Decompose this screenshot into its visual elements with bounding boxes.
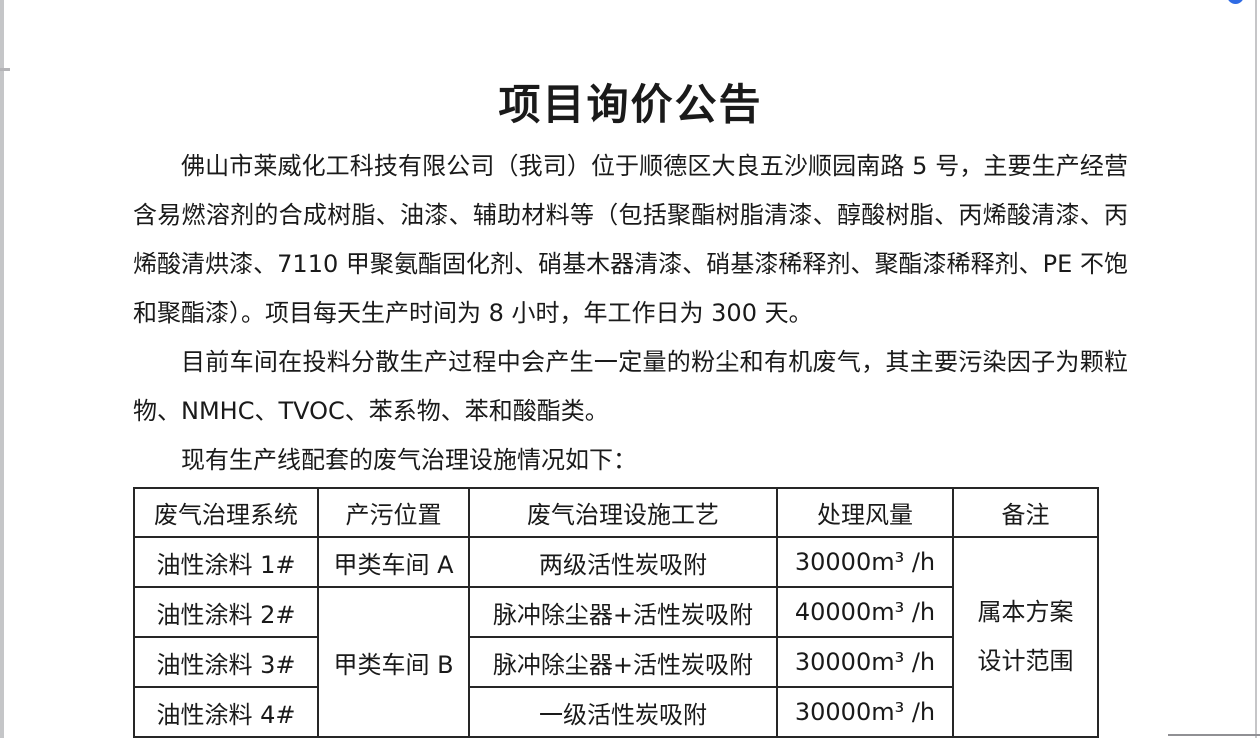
document-content: 项目询价公告 佛山市莱威化工科技有限公司（我司）位于顺德区大良五沙顺园南路 5 … <box>133 0 1128 738</box>
cell-process-4: 一级活性炭吸附 <box>468 686 778 738</box>
table-row: 油性涂料 3# 脉冲除尘器+活性炭吸附 30000m³ /h <box>133 636 1098 688</box>
cell-flow-3: 30000m³ /h <box>776 636 954 688</box>
remark-line-2: 设计范围 <box>977 647 1074 675</box>
cell-remark-merged: 属本方案 设计范围 <box>952 536 1099 738</box>
table-row: 油性涂料 4# 一级活性炭吸附 30000m³ /h <box>133 686 1098 738</box>
cell-flow-2: 40000m³ /h <box>776 586 954 638</box>
header-remark: 备注 <box>952 487 1099 538</box>
paragraph-company-intro: 佛山市莱威化工科技有限公司（我司）位于顺德区大良五沙顺园南路 5 号，主要生产经… <box>133 152 1128 327</box>
canvas-left-margin <box>0 0 4 738</box>
cell-process-2: 脉冲除尘器+活性炭吸附 <box>468 586 778 638</box>
table-header-row: 废气治理系统 产污位置 废气治理设施工艺 处理风量 备注 <box>133 487 1099 538</box>
cell-flow-1: 30000m³ /h <box>776 536 954 588</box>
paragraph-table-lead-in: 现有生产线配套的废气治理设施情况如下： <box>181 446 637 474</box>
cell-flow-4: 30000m³ /h <box>776 686 954 738</box>
page-edge-notch <box>0 68 10 71</box>
cell-system-4: 油性涂料 4# <box>133 686 319 738</box>
table-row: 油性涂料 2# 甲类车间 B 脉冲除尘器+活性炭吸附 40000m³ /h <box>133 586 1098 738</box>
scrollbar-track-edge <box>1255 0 1257 738</box>
cell-system-3: 油性涂料 3# <box>133 636 319 688</box>
bottom-panel-edge <box>1168 734 1260 736</box>
cell-process-3: 脉冲除尘器+活性炭吸附 <box>468 636 778 688</box>
remark-line-1: 属本方案 <box>977 598 1074 626</box>
header-process: 废气治理设施工艺 <box>468 487 778 538</box>
floating-action-button[interactable] <box>1227 0 1244 4</box>
header-location: 产污位置 <box>317 487 470 538</box>
document-body: 佛山市莱威化工科技有限公司（我司）位于顺德区大良五沙顺园南路 5 号，主要生产经… <box>133 142 1128 485</box>
header-flow: 处理风量 <box>776 487 954 538</box>
cell-process-1: 两级活性炭吸附 <box>468 536 778 588</box>
paragraph-pollutants: 目前车间在投料分散生产过程中会产生一定量的粉尘和有机废气，其主要污染因子为颗粒物… <box>133 348 1128 425</box>
cell-location-1: 甲类车间 A <box>317 536 470 588</box>
cell-system-2: 油性涂料 2# <box>133 586 319 638</box>
cell-location-merged-b: 甲类车间 B <box>317 586 470 738</box>
header-system: 废气治理系统 <box>133 487 319 538</box>
cell-system-1: 油性涂料 1# <box>133 536 319 588</box>
table-row: 油性涂料 1# 甲类车间 A 两级活性炭吸附 30000m³ /h 属本方案 设… <box>133 536 1099 738</box>
waste-gas-treatment-table: 废气治理系统 产污位置 废气治理设施工艺 处理风量 备注 油性涂料 1# 甲类车… <box>133 487 1099 738</box>
page-title: 项目询价公告 <box>498 80 763 129</box>
